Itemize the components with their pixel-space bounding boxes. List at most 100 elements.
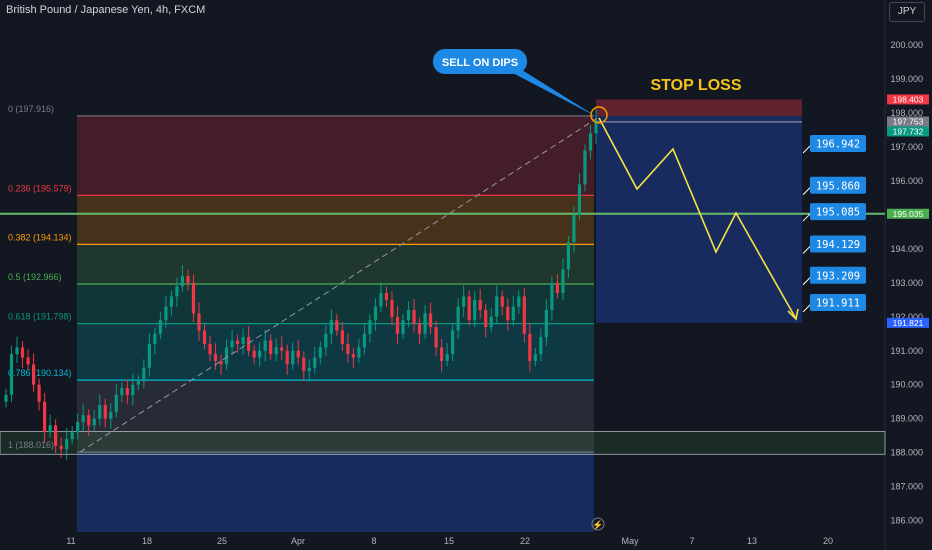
candle-body bbox=[478, 299, 482, 311]
candle-body bbox=[31, 364, 36, 385]
y-tick-label: 196.000 bbox=[890, 176, 923, 186]
x-tick-label: 20 bbox=[823, 536, 833, 546]
candle-body bbox=[48, 425, 52, 433]
candle-body bbox=[26, 357, 30, 365]
candle-body bbox=[384, 293, 389, 300]
candle-body bbox=[346, 343, 350, 355]
fib-zone-band bbox=[77, 380, 594, 453]
target-label-box[interactable] bbox=[810, 176, 866, 194]
candle-body bbox=[9, 354, 14, 395]
stop-loss-text: STOP LOSS bbox=[651, 77, 742, 94]
candle-body bbox=[401, 320, 405, 334]
x-tick-label: 8 bbox=[371, 536, 376, 546]
price-tag bbox=[887, 94, 929, 105]
candle-body bbox=[550, 282, 554, 311]
fib-level-label: 0.382 (194.134) bbox=[8, 232, 72, 242]
candle-body bbox=[335, 320, 339, 331]
candle-body bbox=[484, 310, 488, 327]
candle-body bbox=[588, 133, 593, 151]
candle-body bbox=[15, 347, 19, 355]
candle-body bbox=[114, 394, 118, 412]
candle-body bbox=[489, 316, 493, 327]
candle-body bbox=[147, 343, 151, 368]
candle-body bbox=[395, 316, 400, 334]
candle-body bbox=[566, 242, 571, 270]
target-label-box[interactable] bbox=[810, 203, 866, 221]
candle-body bbox=[434, 326, 438, 348]
candle-body bbox=[445, 354, 449, 361]
candle-body bbox=[313, 357, 317, 368]
candle-body bbox=[373, 306, 378, 321]
sell-callout-box[interactable] bbox=[433, 49, 527, 74]
y-tick-label: 193.000 bbox=[890, 278, 923, 288]
candle-body bbox=[351, 354, 355, 358]
y-tick-label: 200.000 bbox=[890, 40, 923, 50]
candle-body bbox=[362, 333, 367, 348]
x-tick-label: 13 bbox=[747, 536, 757, 546]
target-label-box[interactable] bbox=[810, 235, 866, 253]
candle-body bbox=[235, 340, 240, 344]
candle-body bbox=[456, 306, 460, 331]
candle-body bbox=[539, 337, 543, 355]
candle-body bbox=[280, 347, 284, 351]
y-tick-label: 198.000 bbox=[890, 108, 923, 118]
candle-body bbox=[42, 401, 47, 433]
price-tag-label: 195.035 bbox=[893, 209, 924, 219]
candle-body bbox=[528, 333, 532, 361]
candle-body bbox=[92, 418, 96, 426]
candle-body bbox=[511, 306, 515, 321]
candle-body bbox=[522, 296, 526, 334]
currency-button[interactable]: JPY bbox=[889, 2, 925, 22]
candle-body bbox=[440, 347, 444, 361]
candle-body bbox=[131, 384, 135, 395]
candle-body bbox=[412, 310, 416, 324]
candle-body bbox=[263, 340, 267, 351]
candle-body bbox=[252, 350, 256, 358]
target-label-box[interactable] bbox=[810, 266, 866, 284]
target-label: 191.911 bbox=[816, 298, 860, 310]
fib-level-label: 0.5 (192.966) bbox=[8, 272, 62, 282]
fib-zone-band bbox=[77, 115, 594, 196]
x-tick-label: May bbox=[621, 536, 639, 546]
candle-body bbox=[451, 330, 455, 355]
candle-body bbox=[164, 306, 168, 321]
candle-body bbox=[20, 347, 25, 358]
x-tick-label: Apr bbox=[291, 536, 305, 546]
price-tag bbox=[887, 208, 929, 219]
candle-body bbox=[473, 299, 477, 321]
target-label-box[interactable] bbox=[810, 294, 866, 311]
candle-body bbox=[329, 320, 333, 334]
candle-body bbox=[202, 330, 207, 344]
y-tick-label: 194.000 bbox=[890, 244, 923, 254]
support-zone bbox=[0, 431, 886, 455]
candle-body bbox=[406, 310, 411, 321]
x-tick-label: 25 bbox=[217, 536, 227, 546]
stop-loss-zone bbox=[596, 99, 802, 116]
candle-body bbox=[180, 276, 185, 287]
candle-body bbox=[241, 337, 245, 344]
candle-body bbox=[158, 320, 162, 334]
fib-zone-band bbox=[77, 323, 594, 381]
candle-body bbox=[572, 214, 576, 243]
candle-body bbox=[428, 313, 433, 327]
projection-arrowhead bbox=[787, 308, 799, 321]
target-label: 195.085 bbox=[816, 207, 860, 219]
candle-body bbox=[213, 354, 218, 361]
candle-body bbox=[269, 340, 273, 355]
candle-body bbox=[76, 422, 80, 433]
candle-body bbox=[285, 350, 289, 365]
candle-body bbox=[224, 347, 229, 365]
fib-zone-band bbox=[77, 195, 594, 245]
target-label-box[interactable] bbox=[810, 135, 866, 153]
candle-body bbox=[324, 333, 328, 348]
candle-body bbox=[65, 439, 69, 450]
candle-body bbox=[4, 394, 8, 402]
fib-level-label: 0.618 (191.798) bbox=[8, 312, 72, 322]
bolt-icon[interactable] bbox=[591, 517, 605, 531]
candle-body bbox=[59, 445, 63, 450]
candle-body bbox=[379, 293, 383, 307]
candle-body bbox=[318, 347, 322, 358]
fib-level-label: 0 (197.916) bbox=[8, 104, 54, 114]
candle-body bbox=[555, 282, 560, 294]
